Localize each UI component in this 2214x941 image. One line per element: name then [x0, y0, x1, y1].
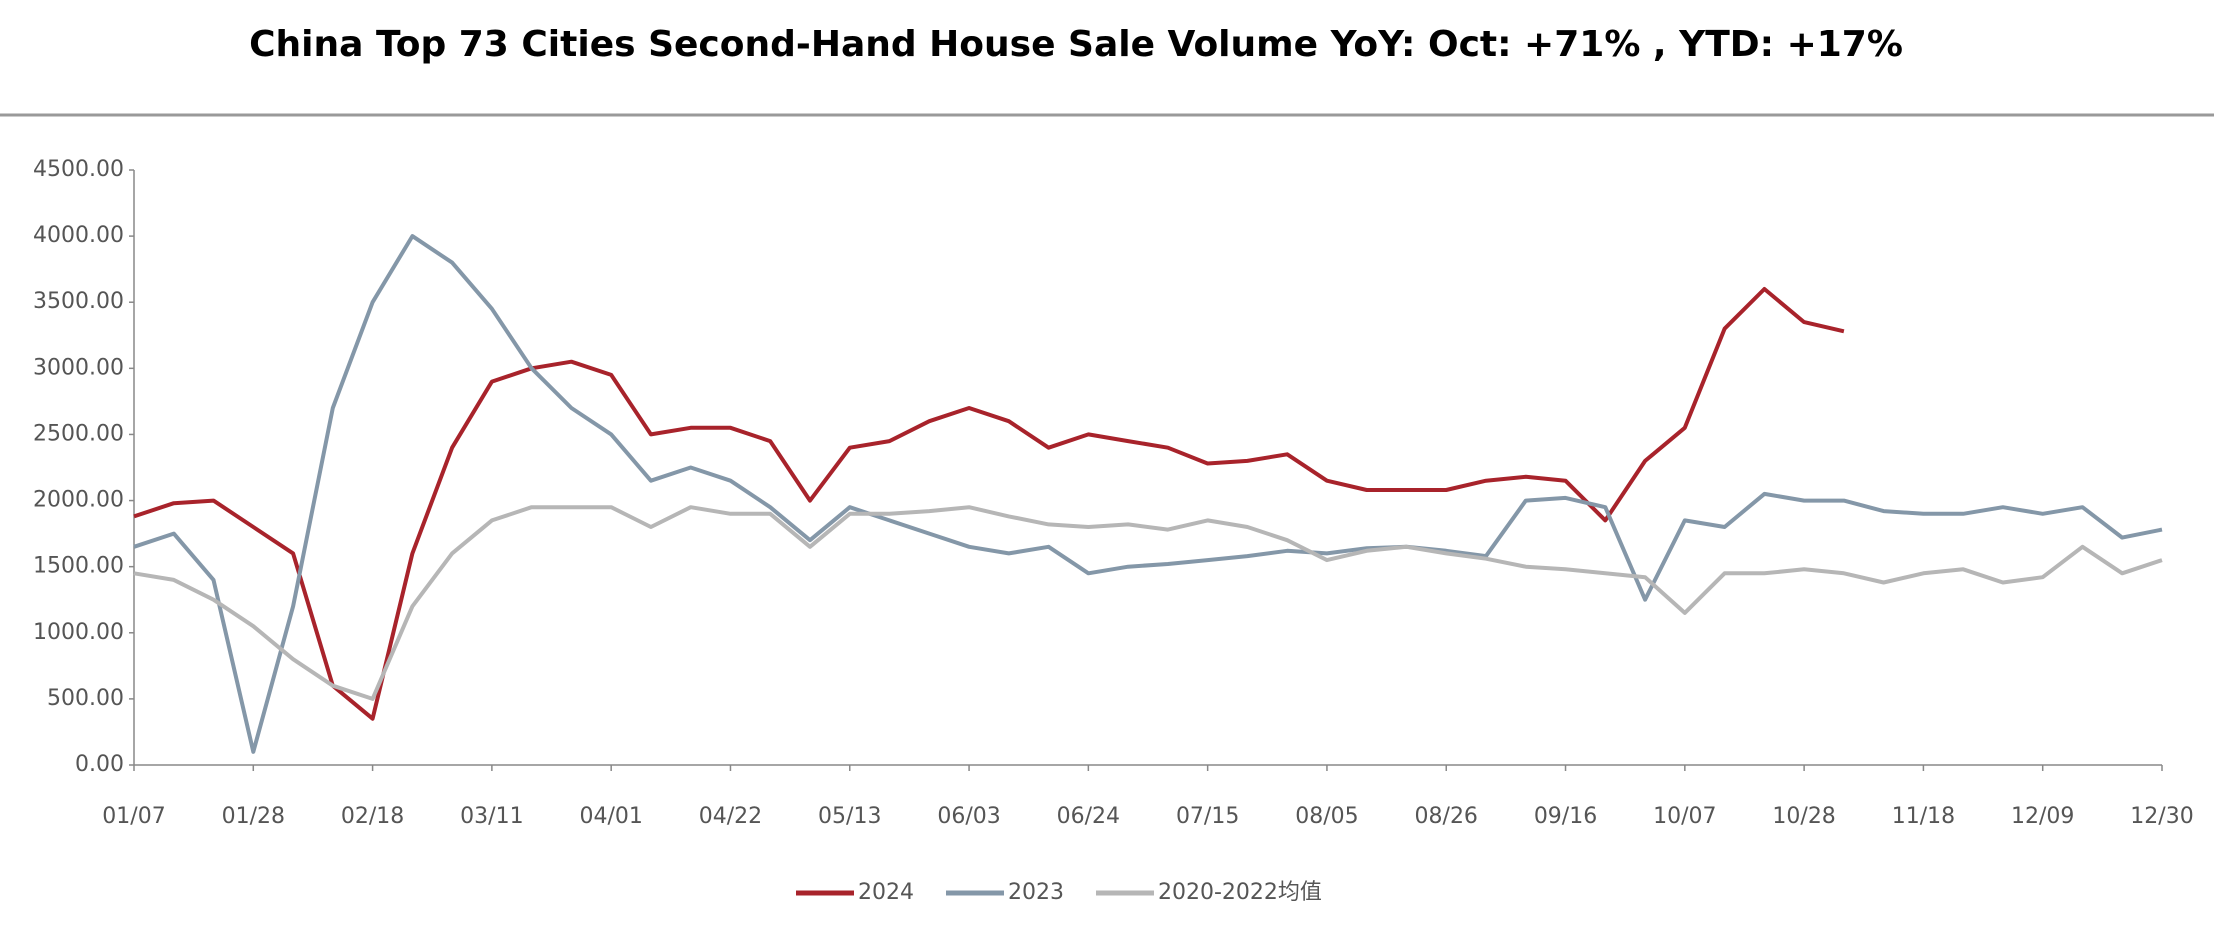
x-tick-label: 07/15: [1176, 804, 1239, 829]
x-tick-label: 01/28: [222, 804, 285, 829]
y-tick-label: 4000.00: [33, 223, 124, 248]
x-tick-label: 05/13: [818, 804, 881, 829]
y-tick-label: 0.00: [75, 752, 124, 777]
y-tick-label: 2500.00: [33, 421, 124, 446]
y-tick-label: 4500.00: [33, 157, 124, 182]
y-tick-label: 500.00: [47, 686, 124, 711]
x-tick-label: 12/30: [2130, 804, 2193, 829]
y-tick-label: 3000.00: [33, 355, 124, 380]
x-tick-label: 02/18: [341, 804, 404, 829]
x-tick-label: 10/28: [1772, 804, 1835, 829]
series-line: [133, 234, 2163, 754]
x-tick-label: 08/05: [1295, 804, 1358, 829]
x-tick-label: 09/16: [1534, 804, 1597, 829]
legend-label: 2024: [858, 880, 914, 905]
series-line: [133, 287, 1845, 721]
x-tick-label: 08/26: [1415, 804, 1478, 829]
x-tick-label: 01/07: [102, 804, 165, 829]
y-tick-label: 3500.00: [33, 289, 124, 314]
x-tick-label: 10/07: [1653, 804, 1716, 829]
x-tick-label: 04/22: [699, 804, 762, 829]
x-tick-label: 06/03: [937, 804, 1000, 829]
x-tick-label: 06/24: [1057, 804, 1120, 829]
x-tick-label: 04/01: [579, 804, 642, 829]
x-tick-label: 03/11: [460, 804, 523, 829]
series-line: [133, 505, 2163, 701]
x-tick-label: 11/18: [1892, 804, 1955, 829]
legend-label: 2020-2022均值: [1158, 880, 1322, 905]
chart-title: China Top 73 Cities Second-Hand House Sa…: [249, 24, 1903, 65]
y-tick-label: 1000.00: [33, 620, 124, 645]
legend-label: 2023: [1008, 880, 1064, 905]
x-tick-label: 12/09: [2011, 804, 2074, 829]
y-tick-label: 1500.00: [33, 554, 124, 579]
y-tick-label: 2000.00: [33, 488, 124, 513]
